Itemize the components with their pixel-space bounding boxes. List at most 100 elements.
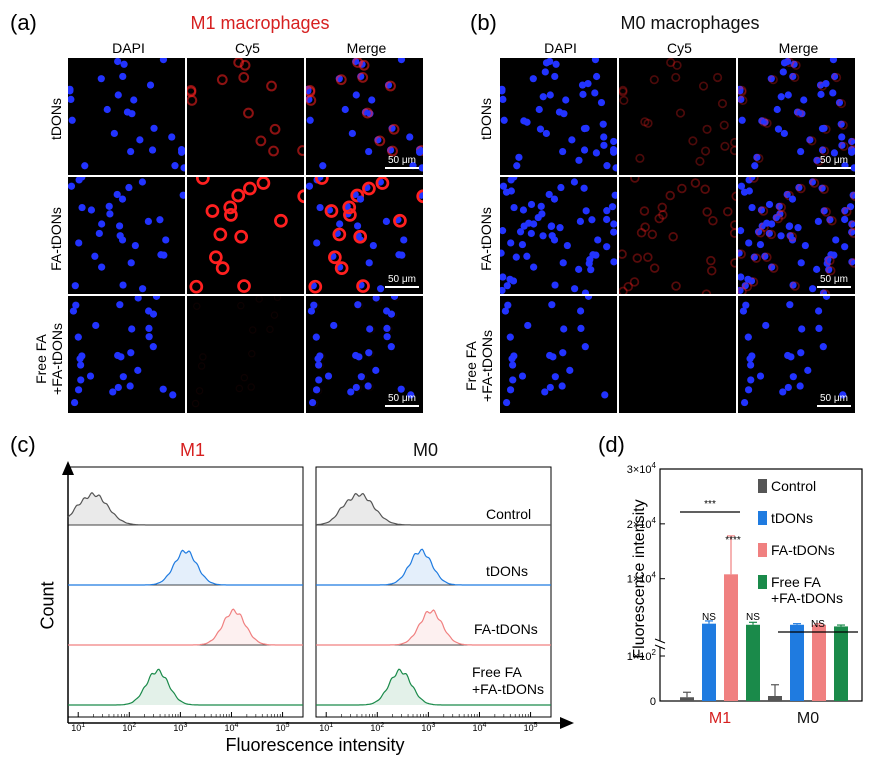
nucleus: [98, 263, 106, 271]
cy5-signal: [723, 206, 733, 217]
cy5-signal: [374, 296, 382, 303]
cy5-signal: [666, 58, 676, 68]
cy5-signal: [639, 206, 650, 216]
cy5-signal: [713, 72, 723, 83]
nucleus: [306, 182, 314, 190]
cy5-signal: [213, 227, 228, 242]
cy5-signal: [762, 252, 772, 263]
cy5-signal: [820, 289, 831, 294]
nucleus: [745, 239, 753, 247]
nucleus: [534, 213, 542, 222]
cy5-signal: [632, 253, 643, 263]
nucleus: [78, 177, 86, 181]
nucleus: [134, 366, 142, 374]
cy5-signal: [700, 184, 710, 194]
nucleus: [775, 202, 783, 210]
cy5-signal: [643, 252, 653, 263]
nucleus: [106, 210, 114, 218]
cy5-signal: [237, 301, 245, 310]
nucleus: [506, 275, 514, 283]
nucleus: [742, 301, 750, 309]
nucleus: [610, 228, 617, 236]
nucleus: [788, 195, 797, 203]
nucleus: [838, 141, 846, 149]
bar-m1-1: [702, 623, 716, 701]
nucleus: [515, 153, 523, 161]
nucleus: [68, 182, 76, 190]
nucleus: [308, 398, 317, 407]
nucleus: [71, 282, 79, 290]
category-label-m0: M0: [797, 710, 819, 727]
nucleus: [369, 241, 377, 250]
cy5-signal: [353, 229, 368, 244]
nucleus: [68, 87, 74, 95]
legend-swatch-0: [758, 479, 767, 493]
panel-a-col-dapi: DAPI: [112, 40, 145, 56]
nucleus: [552, 60, 560, 68]
panel-a-image-r1-c3: 50 μm: [306, 58, 423, 175]
nucleus: [382, 217, 390, 225]
bar-m1-0: [680, 697, 694, 701]
nucleus: [81, 162, 89, 170]
nucleus: [114, 91, 122, 99]
nucleus: [738, 116, 746, 124]
nucleus: [500, 249, 505, 257]
nucleus: [754, 228, 763, 236]
nucleus: [372, 296, 380, 302]
ns-label-m0: NS: [811, 619, 825, 630]
cy5-signal: [849, 137, 855, 148]
nucleus: [600, 133, 608, 141]
panel-c-m1-plot: 101 102 103 104 105: [67, 466, 304, 733]
cy5-signal: [731, 191, 736, 201]
nucleus: [507, 239, 515, 247]
nucleus: [365, 259, 373, 267]
cy5-signal: [243, 181, 257, 196]
nucleus: [357, 373, 365, 381]
nucleus: [91, 252, 99, 260]
histogram-fill-0: [68, 492, 303, 525]
nucleus: [815, 324, 823, 332]
cy5-signal: [356, 301, 364, 310]
nucleus: [809, 285, 817, 293]
nucleus: [500, 87, 506, 95]
nucleus: [502, 398, 511, 407]
nucleus: [581, 343, 589, 351]
nucleus: [786, 232, 794, 240]
nucleus: [568, 136, 576, 144]
nucleus: [123, 108, 132, 116]
nucleus: [68, 95, 75, 103]
nucleus: [352, 351, 360, 360]
cy5-signal: [266, 80, 277, 92]
nucleus: [341, 105, 349, 114]
panel-a-image-r3-c1: [68, 296, 185, 413]
nucleus: [816, 81, 825, 89]
nucleus: [592, 72, 601, 81]
legend-label-3: +FA-tDONs: [771, 590, 843, 606]
nucleus: [500, 182, 508, 190]
nucleus: [738, 95, 745, 103]
nucleus: [149, 310, 158, 318]
panel-c-m0-plot: 101 102 103 104 105: [315, 466, 552, 733]
cy5-signal: [738, 95, 748, 105]
cy5-signal: [356, 279, 370, 293]
cy5-signal: [842, 206, 852, 217]
cy5-signal: [270, 311, 279, 319]
nucleus: [738, 249, 743, 257]
cy5-signal: [768, 75, 778, 85]
nucleus: [808, 178, 817, 186]
cy5-signal: [708, 215, 718, 226]
nucleus: [352, 383, 360, 392]
nucleus: [780, 129, 788, 138]
nucleus: [789, 373, 797, 381]
histogram-fa-tdons: [316, 609, 551, 646]
nucleus: [581, 289, 590, 294]
cy5-signal: [730, 137, 736, 148]
histogram-free-fa-fa-tdons: [68, 668, 303, 706]
nucleus: [820, 207, 828, 215]
cy5-signal: [392, 296, 401, 302]
cy5-signal: [730, 220, 736, 230]
cy5-signal: [623, 281, 634, 292]
cy5-signal: [332, 227, 347, 242]
nucleus: [576, 217, 584, 225]
panel-b-image-grid: 50 μm 50 μm 50 μm: [500, 58, 859, 417]
